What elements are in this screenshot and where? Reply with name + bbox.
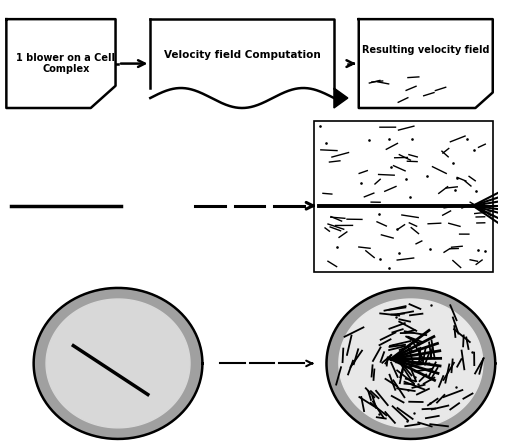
Text: 1 blower on a Cell
Complex: 1 blower on a Cell Complex (16, 53, 115, 74)
Polygon shape (358, 19, 492, 108)
Polygon shape (46, 299, 189, 428)
Polygon shape (326, 288, 494, 439)
Polygon shape (338, 299, 482, 428)
Text: Resulting velocity field: Resulting velocity field (361, 45, 488, 55)
Polygon shape (150, 19, 333, 88)
Polygon shape (34, 288, 202, 439)
Text: Velocity field Computation: Velocity field Computation (164, 50, 320, 60)
Polygon shape (333, 88, 347, 108)
Polygon shape (7, 19, 115, 108)
Bar (314, 121, 492, 272)
